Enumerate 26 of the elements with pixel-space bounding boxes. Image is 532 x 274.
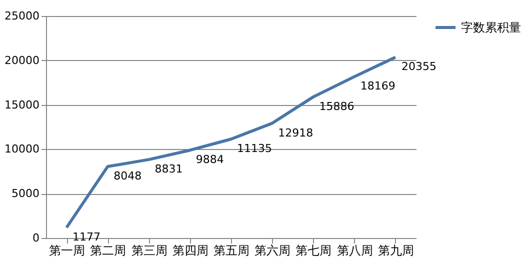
- y-tick-label: 10000: [4, 142, 40, 156]
- x-tick-label: 第八周: [336, 244, 373, 258]
- data-label: 20355: [401, 60, 436, 74]
- data-label: 8048: [114, 170, 142, 183]
- x-tick-label: 第九周: [378, 244, 414, 258]
- y-tick-label: 25000: [4, 10, 40, 22]
- x-tick-label: 第四周: [172, 244, 208, 258]
- data-label: 1177: [72, 230, 101, 244]
- data-label: 8831: [154, 162, 183, 176]
- y-tick-label: 5000: [12, 187, 40, 200]
- x-tick-label: 第一周: [49, 244, 86, 258]
- data-label: 12918: [278, 126, 314, 140]
- x-tick-label: 第五周: [214, 244, 250, 258]
- x-tick-label: 第六周: [254, 244, 291, 258]
- line-series: [65, 56, 397, 230]
- data-label: 9884: [196, 153, 224, 166]
- y-tick-label: 20000: [4, 54, 40, 67]
- y-tick-label: 15000: [4, 98, 40, 112]
- data-label: 11135: [237, 142, 272, 156]
- data-label: 18169: [360, 80, 396, 93]
- y-tick-label: 0: [32, 232, 40, 244]
- x-tick-label: 第二周: [90, 244, 126, 258]
- legend-label: 字数累积量: [461, 20, 521, 34]
- data-label: 15886: [319, 100, 354, 113]
- x-tick-label: 第七周: [296, 244, 332, 258]
- x-tick-label: 第三周: [131, 244, 168, 258]
